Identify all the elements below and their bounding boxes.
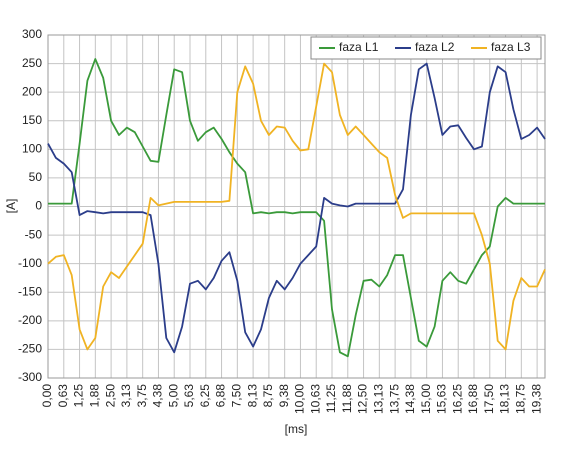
- x-tick-label: 13,75: [387, 384, 401, 414]
- y-tick-label: 150: [22, 113, 42, 127]
- series-line: [47, 62, 546, 351]
- x-tick-label: 18,13: [498, 384, 512, 414]
- legend: faza L1 faza L2 faza L3: [310, 36, 542, 60]
- x-tick-label: 5,63: [182, 384, 196, 408]
- legend-label: faza L1: [339, 40, 379, 54]
- y-tick-label: -250: [18, 342, 42, 356]
- y-tick-label: 0: [35, 199, 42, 213]
- x-tick-label: 6,88: [214, 384, 228, 408]
- x-tick-label: 4,38: [151, 384, 165, 408]
- x-tick-label: 6,25: [198, 384, 212, 408]
- y-tick-label: -50: [25, 227, 43, 241]
- legend-box: [310, 36, 542, 60]
- x-tick-label: 12,50: [356, 384, 370, 414]
- y-tick-label: 100: [22, 142, 42, 156]
- x-tick-label: 8,13: [245, 384, 259, 408]
- x-tick-label: 3,13: [119, 384, 133, 408]
- x-tick-label: 13,13: [372, 384, 386, 414]
- x-tick-label: 9,38: [277, 384, 291, 408]
- x-tick-label: 15,00: [419, 384, 433, 414]
- x-tick-label: 10,00: [293, 384, 307, 414]
- plot-border: [47, 34, 546, 379]
- x-tick-label: 1,25: [72, 384, 86, 408]
- x-tick-label: 16,88: [466, 384, 480, 414]
- x-tick-label: 17,50: [482, 384, 496, 414]
- x-tick-label: 11,25: [324, 384, 338, 413]
- y-tick-label: -200: [18, 313, 42, 327]
- x-tick-label: 3,75: [135, 384, 149, 408]
- y-axis-label: [A]: [4, 199, 18, 214]
- x-tick-label: 18,75: [514, 384, 528, 414]
- y-tick-label: -150: [18, 284, 42, 298]
- x-tick-label: 14,38: [403, 384, 417, 414]
- legend-label: faza L2: [415, 40, 455, 54]
- x-tick-label: 11,88: [340, 384, 354, 413]
- x-axis-label: [ms]: [285, 422, 308, 436]
- x-tick-label: 10,63: [308, 384, 322, 414]
- x-tick-label: 2,50: [103, 384, 117, 408]
- y-tick-label: 50: [29, 170, 43, 184]
- y-tick-label: 250: [22, 56, 42, 70]
- x-tick-label: 19,38: [529, 384, 543, 414]
- x-tick-label: 5,00: [166, 384, 180, 408]
- series-line: [48, 58, 545, 358]
- y-tick-label: 200: [22, 84, 42, 98]
- x-tick-label: 1,88: [88, 384, 102, 408]
- x-tick-label: 8,75: [261, 384, 275, 408]
- x-tick-label: 15,63: [435, 384, 449, 414]
- y-tick-label: -100: [18, 256, 42, 270]
- x-tick-label: 16,25: [450, 384, 464, 414]
- x-tick-label: 0,00: [40, 384, 54, 408]
- y-tick-label: -300: [18, 370, 42, 384]
- y-tick-label: 300: [22, 27, 42, 41]
- x-tick-label: 0,63: [56, 384, 70, 408]
- series-line: [47, 62, 546, 354]
- legend-label: faza L3: [491, 40, 531, 54]
- x-tick-label: 7,50: [230, 384, 244, 408]
